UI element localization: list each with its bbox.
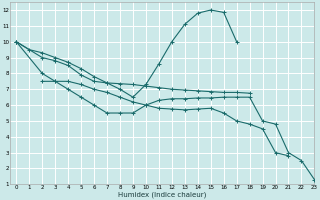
X-axis label: Humidex (Indice chaleur): Humidex (Indice chaleur): [118, 191, 206, 198]
